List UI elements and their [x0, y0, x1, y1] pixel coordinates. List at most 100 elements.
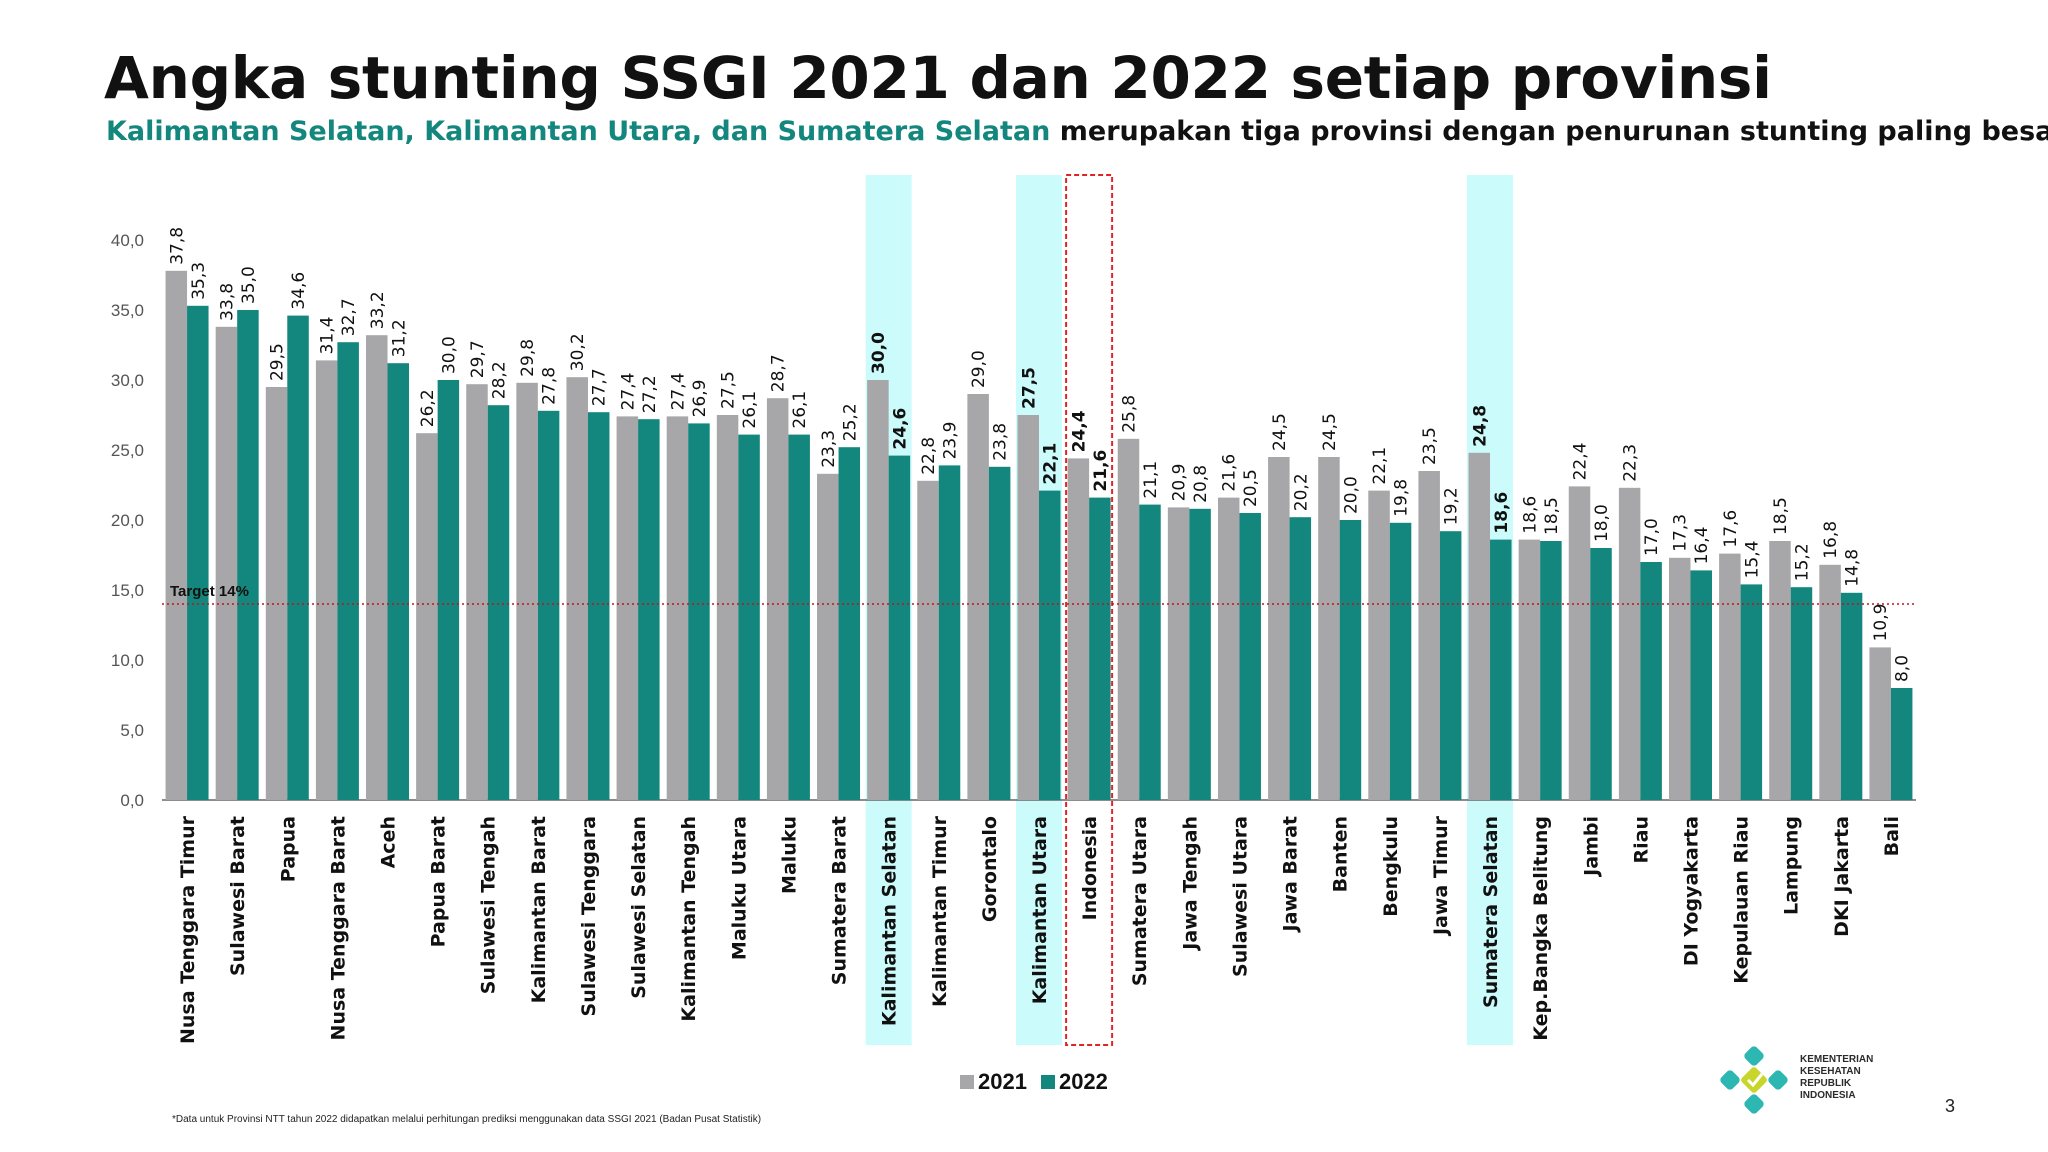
bar-2021: [315, 360, 338, 800]
bar-2022: [1089, 497, 1111, 800]
bar-2022: [1740, 584, 1763, 800]
y-tick-label: 30,0: [111, 371, 144, 390]
value-label-2022: 20,8: [1191, 465, 1211, 503]
bar-2022: [1239, 513, 1261, 800]
value-label-2022: 31,2: [389, 319, 409, 357]
value-label-2022: 20,0: [1341, 476, 1361, 514]
bar-2022: [1490, 539, 1512, 800]
value-label-2022: 21,1: [1141, 461, 1161, 499]
bar-2021: [766, 398, 789, 800]
category-label: Kalimantan Barat: [528, 816, 550, 1003]
category-label: Banten: [1330, 816, 1352, 892]
value-label-2021: 24,5: [1320, 413, 1340, 451]
category-label: Bali: [1881, 816, 1903, 856]
bar-2022: [838, 447, 861, 800]
bar-2021: [817, 473, 839, 800]
category-label: Sulawesi Barat: [227, 816, 249, 976]
bar-2021: [1217, 497, 1240, 800]
value-label-2021: 23,3: [819, 430, 839, 468]
bar-2022: [1690, 570, 1712, 800]
category-label: Aceh: [378, 816, 400, 868]
category-label: Kalimantan Selatan: [879, 816, 901, 1026]
bar-2021: [366, 335, 388, 800]
value-label-2021: 18,5: [1771, 497, 1791, 535]
value-label-2021: 30,0: [869, 332, 889, 374]
value-label-2022: 35,3: [189, 262, 209, 300]
bar-2022: [1890, 688, 1913, 800]
value-label-2021: 23,5: [1420, 427, 1440, 465]
value-label-2022: 20,2: [1291, 473, 1311, 511]
value-label-2021: 24,4: [1069, 410, 1089, 452]
value-label-2021: 33,8: [217, 283, 237, 321]
category-label: DI Yogyakarta: [1680, 816, 1702, 966]
bar-2021: [716, 415, 739, 800]
bar-2021: [215, 326, 238, 800]
value-label-2022: 25,2: [840, 403, 860, 441]
y-tick-label: 35,0: [111, 301, 144, 320]
bar-2021: [265, 387, 288, 800]
legend-item-2022: 2022: [1040, 1069, 1108, 1095]
bar-2021: [1167, 507, 1190, 800]
category-labels: Nusa Tenggara Timur Sulawesi Barat Papua Nu…: [177, 815, 1903, 1044]
bar-2021: [165, 270, 188, 800]
value-label-2021: 27,5: [1019, 367, 1039, 409]
value-label-2021: 20,9: [1170, 464, 1190, 502]
bar-2022: [437, 380, 460, 800]
logo-text-line: REPUBLIK: [1800, 1078, 1852, 1089]
y-tick-label: 0,0: [120, 791, 144, 810]
category-label: Kep.Bangka Belitung: [1530, 816, 1552, 1041]
category-label: Papua Barat: [428, 816, 450, 947]
bar-2022: [1039, 490, 1061, 800]
value-label-2022: 19,8: [1392, 479, 1412, 517]
bar-2022: [537, 410, 560, 800]
value-label-2022: 26,9: [690, 380, 710, 418]
value-label-2021: 27,4: [668, 373, 688, 411]
value-label-2022: 21,6: [1091, 450, 1111, 492]
value-label-2021: 28,7: [769, 354, 789, 392]
bar-2021: [867, 380, 889, 800]
bar-2022: [938, 465, 961, 800]
value-label-2022: 23,8: [991, 423, 1011, 461]
bar-2021: [1268, 457, 1290, 800]
bar-2021: [917, 480, 939, 800]
bar-2021: [1819, 564, 1841, 800]
y-tick-label: 25,0: [111, 441, 144, 460]
value-label-2021: 27,5: [719, 371, 739, 409]
value-label-2022: 26,1: [740, 391, 760, 429]
y-tick-label: 40,0: [111, 231, 144, 250]
value-label-2021: 22,4: [1571, 443, 1591, 481]
bar-2022: [1640, 562, 1662, 800]
bars: [165, 270, 1913, 800]
value-labels: 37,835,3 33,8 35,0 29,5 34,6 31,4 32,7 33,231,2…: [167, 227, 1912, 682]
category-label: Riau: [1630, 816, 1652, 864]
value-label-2021: 26,2: [418, 389, 438, 427]
value-label-2021: 25,8: [1119, 395, 1139, 433]
value-label-2022: 18,0: [1592, 504, 1612, 542]
value-label-2021: 24,8: [1470, 405, 1490, 447]
bar-2021: [1618, 487, 1641, 800]
category-label: Sulawesi Utara: [1229, 816, 1251, 977]
category-label: Jambi: [1580, 816, 1602, 878]
value-label-2021: 29,7: [468, 340, 488, 378]
bar-2022: [1139, 504, 1161, 800]
target-label: Target 14%: [170, 583, 249, 600]
category-label: Kepulauan Riau: [1731, 816, 1753, 984]
kemenkes-logo: KEMENTERIAN KESEHATAN REPUBLIK INDONESIA: [1712, 1040, 1932, 1130]
bar-2022: [587, 412, 610, 800]
value-label-2022: 19,2: [1442, 487, 1462, 525]
bar-2022: [1289, 517, 1312, 800]
value-label-2022: 18,5: [1542, 497, 1562, 535]
y-tick-label: 15,0: [111, 581, 144, 600]
logo-text: KEMENTERIAN KESEHATAN REPUBLIK INDONESIA: [1800, 1054, 1930, 1102]
bar-2021: [466, 384, 488, 800]
bar-2021: [1117, 438, 1140, 800]
value-label-2021: 22,1: [1370, 447, 1390, 485]
bar-chart: 0,05,010,015,020,025,030,035,040,0 37,83…: [111, 174, 1916, 1046]
value-label-2022: 24,6: [890, 408, 910, 450]
value-label-2022: 30,0: [439, 336, 459, 374]
value-label-2022: 28,2: [489, 361, 509, 399]
value-label-2021: 22,3: [1621, 444, 1641, 482]
value-label-2022: 8,0: [1893, 655, 1913, 682]
value-label-2021: 22,8: [919, 437, 939, 475]
value-label-2021: 17,6: [1721, 510, 1741, 548]
